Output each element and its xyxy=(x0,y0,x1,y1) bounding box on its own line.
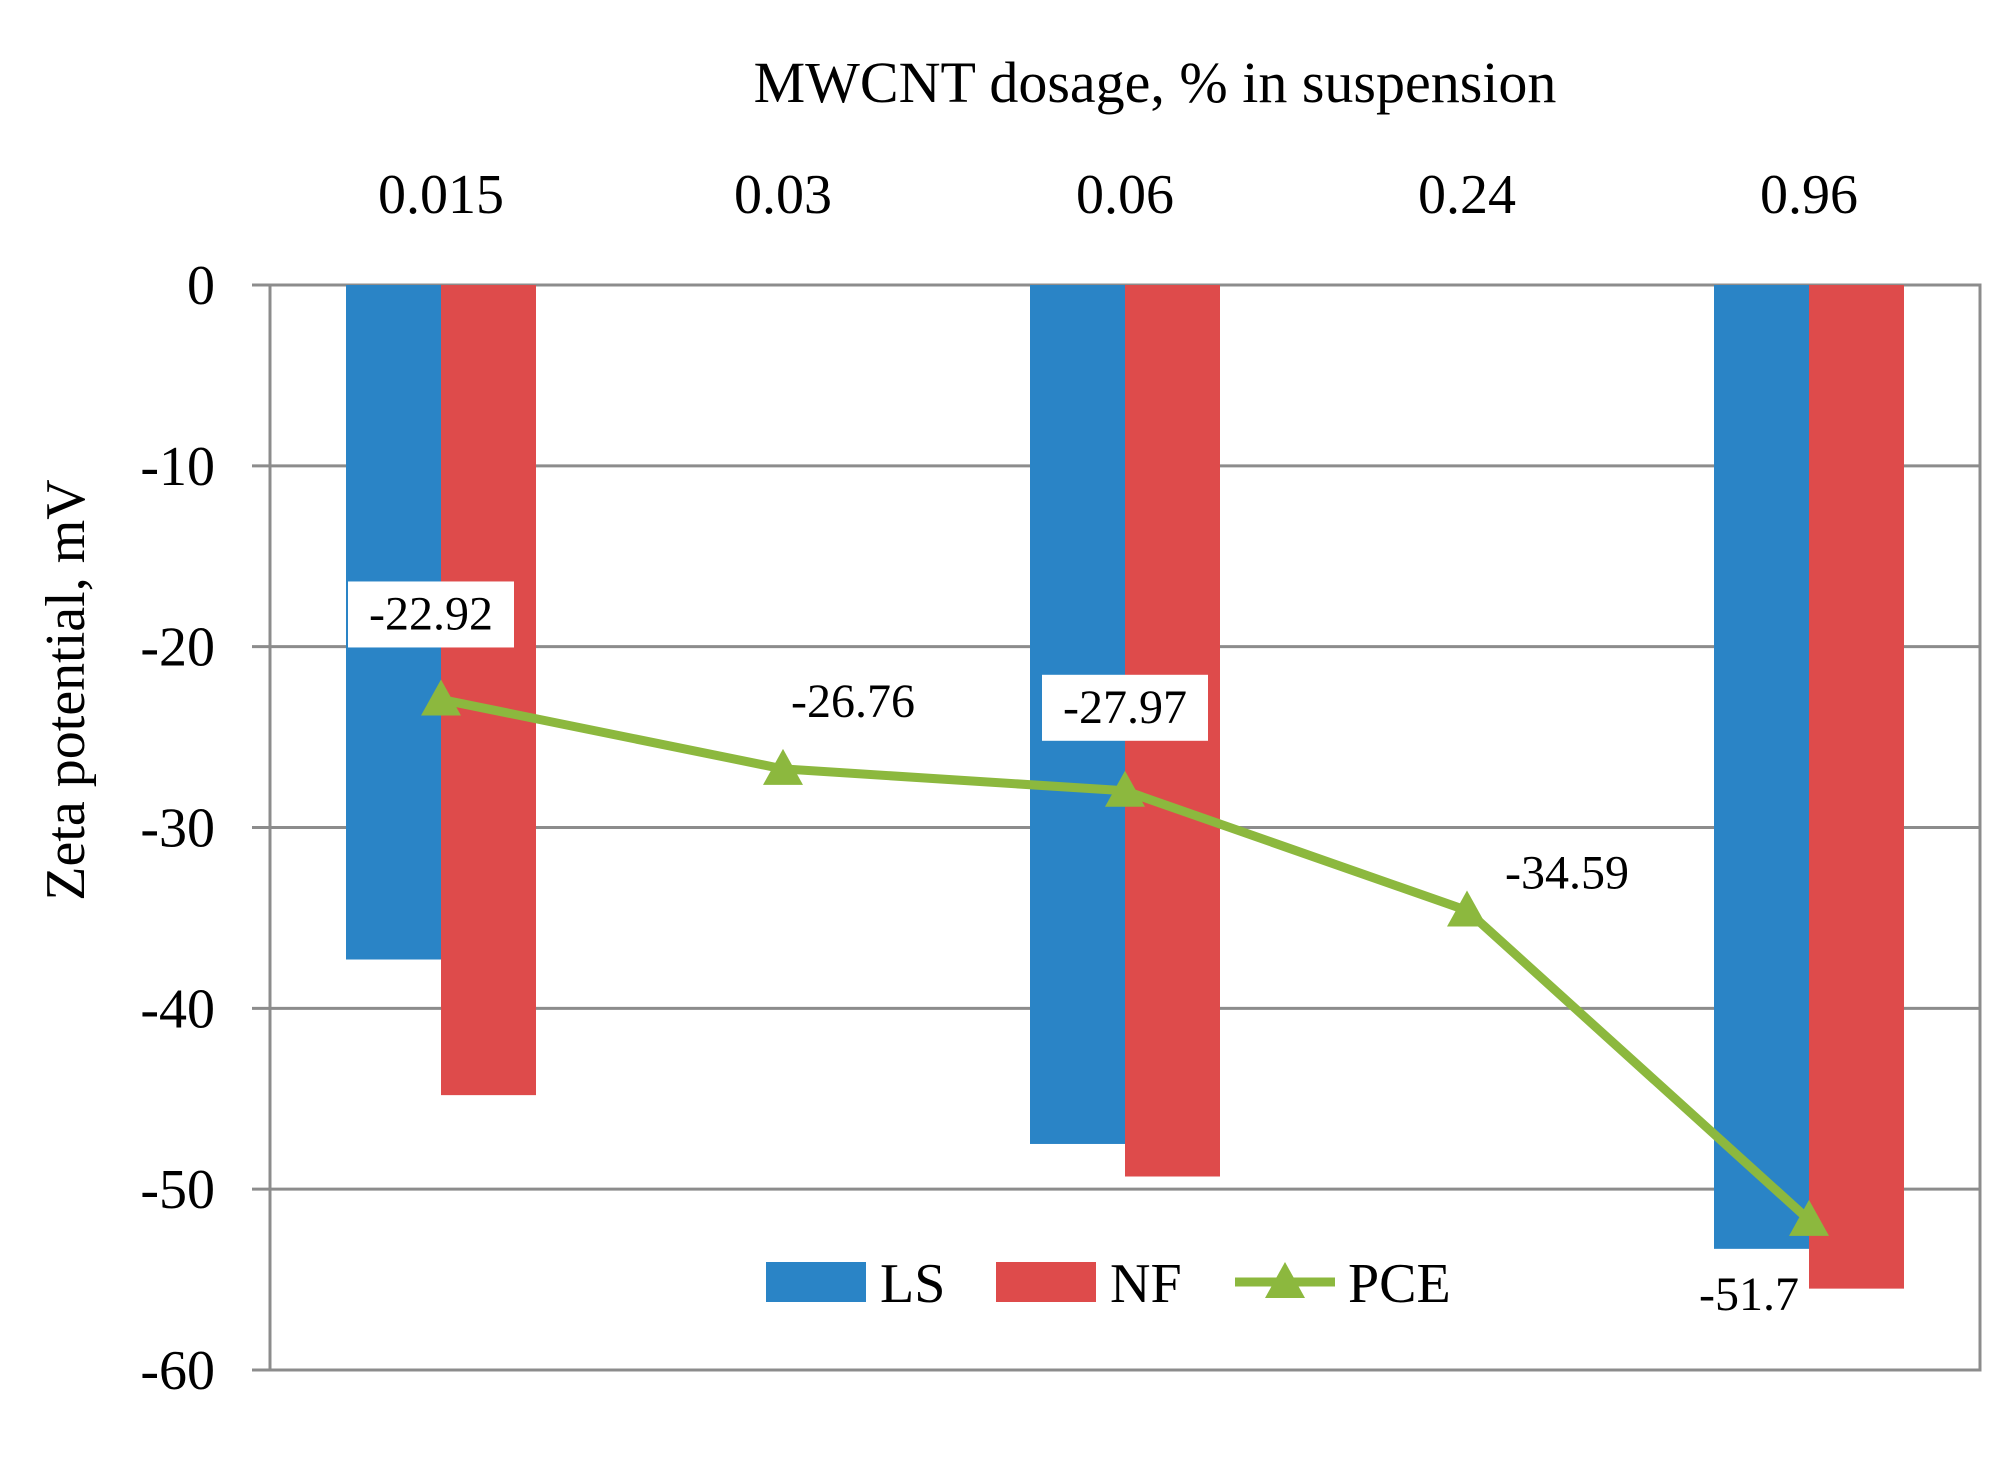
y-tick-label: -30 xyxy=(140,798,215,860)
pce-marker-0.03 xyxy=(763,748,803,785)
y-tick-label: -10 xyxy=(140,436,215,498)
x-tick-label: 0.06 xyxy=(1076,164,1174,226)
legend-swatch-ls xyxy=(766,1262,866,1302)
y-axis-ticks: 0 -10 -20 -30 -40 -50 -60 xyxy=(140,255,215,1402)
pce-data-label: -26.76 xyxy=(791,675,915,728)
legend-label-ls: LS xyxy=(880,1253,945,1315)
pce-data-label: -34.59 xyxy=(1505,847,1629,900)
legend: LS NF PCE xyxy=(766,1253,1451,1315)
line-series xyxy=(421,679,1829,1236)
y-axis-title: Zeta potential, mV xyxy=(35,479,97,900)
y-tick-label: -40 xyxy=(140,978,215,1040)
x-tick-label: 0.24 xyxy=(1418,164,1516,226)
pce-marker-0.24 xyxy=(1447,890,1487,927)
pce-marker-0.96 xyxy=(1789,1199,1829,1236)
pce-data-label: -51.7 xyxy=(1699,1268,1799,1321)
data-label-box xyxy=(348,581,514,648)
bar-nf-0.96 xyxy=(1809,285,1904,1289)
data-label-box xyxy=(1042,674,1208,741)
x-tick-label: 0.96 xyxy=(1760,164,1858,226)
pce-data-label: -27.97 xyxy=(1063,681,1187,734)
pce-marker-0.015 xyxy=(421,679,461,716)
pce-marker-0.06 xyxy=(1105,770,1145,807)
legend-label-nf: NF xyxy=(1110,1253,1182,1315)
pce-data-label: -22.92 xyxy=(369,587,493,640)
y-tick-label: -50 xyxy=(140,1159,215,1221)
x-tick-label: 0.03 xyxy=(734,164,832,226)
x-axis-ticks: 0.015 0.03 0.06 0.24 0.96 xyxy=(378,164,1858,226)
bar-nf-0.015 xyxy=(441,285,536,1096)
y-tick-label: -60 xyxy=(140,1340,215,1402)
x-tick-label: 0.015 xyxy=(378,164,504,226)
y-tick-label: 0 xyxy=(187,255,215,317)
legend-swatch-nf xyxy=(996,1262,1096,1302)
y-tick-label: -20 xyxy=(140,617,215,679)
data-labels: -22.92 -26.76 -27.97 -34.59 -51.7 xyxy=(348,581,1799,1321)
x-axis-title: MWCNT dosage, % in suspension xyxy=(754,50,1557,115)
legend-marker-pce xyxy=(1265,1262,1305,1298)
bar-ls-0.96 xyxy=(1714,285,1809,1249)
legend-label-pce: PCE xyxy=(1348,1253,1451,1315)
